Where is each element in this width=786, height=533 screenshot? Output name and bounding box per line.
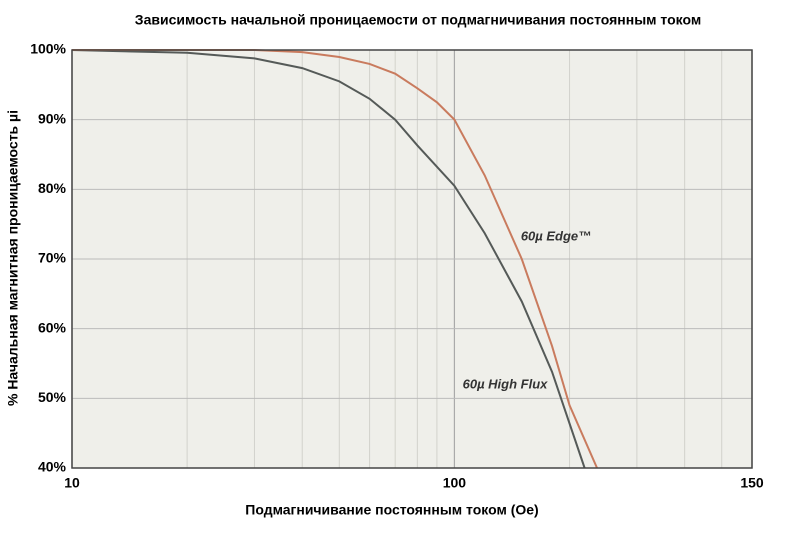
x-tick-label: 10 [64,475,80,491]
y-tick-label: 80% [38,180,67,196]
series-label: 60µ Edge™ [521,228,591,243]
x-tick-label: 150 [740,475,764,491]
x-tick-label: 100 [443,475,467,491]
line [71,49,586,469]
y-tick-label: 100% [30,41,66,57]
x-axis-label: Подмагничивание постоянным током (Oe) [245,502,538,518]
y-tick-label: 70% [38,250,67,266]
y-tick-label: 90% [38,110,67,126]
y-axis-label: % Начальная магнитная проницаемость µi [5,110,21,406]
y-tick-label: 40% [38,459,67,475]
y-tick-label: 50% [38,389,67,405]
plot-border [71,49,753,469]
chart-title: Зависимость начальной проницаемости от п… [135,12,701,28]
line [72,49,598,469]
series-label: 60µ High Flux [463,376,549,391]
y-tick-label: 60% [38,319,67,335]
